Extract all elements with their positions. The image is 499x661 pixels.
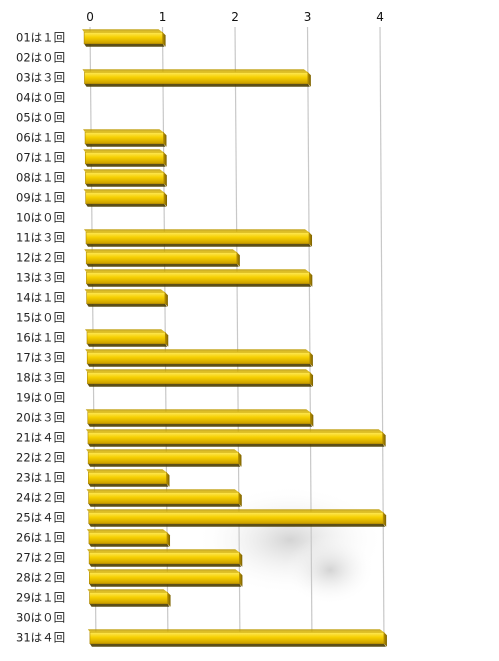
bar [85, 429, 386, 447]
category-label: 06は１回 [16, 131, 65, 145]
bars [82, 29, 387, 647]
category-label: 09は１回 [16, 191, 65, 205]
category-label: 07は１回 [16, 151, 65, 165]
bar [84, 289, 168, 307]
category-label: 28は２回 [16, 571, 65, 585]
gridline [234, 26, 241, 644]
category-label: 23は１回 [16, 471, 65, 485]
category-label: 29は１回 [16, 591, 65, 605]
bar [83, 169, 167, 187]
x-tick-label: 4 [376, 10, 384, 24]
bar [85, 409, 314, 427]
bar [85, 349, 313, 367]
category-label: 17は３回 [16, 351, 65, 365]
bar [82, 69, 311, 87]
category-label: 25は４回 [16, 511, 65, 525]
category-label: 10は０回 [16, 211, 65, 225]
category-label: 15は０回 [16, 311, 65, 325]
bar [87, 549, 243, 567]
bar [85, 369, 314, 387]
category-label: 21は４回 [16, 431, 65, 445]
category-labels: 01は１回 02は０回 03は３回 04は０回 05は０回 06は１回 07は１回 08は１回… [16, 31, 65, 645]
bar [83, 149, 167, 167]
category-label: 04は０回 [16, 91, 65, 105]
category-label: 14は１回 [16, 291, 65, 305]
bar [82, 29, 166, 47]
bar [84, 269, 313, 287]
category-label: 08は１回 [16, 171, 65, 185]
category-label: 05は０回 [16, 111, 65, 125]
category-label: 19は０回 [16, 391, 65, 405]
category-label: 26は１回 [16, 531, 65, 545]
category-label: 18は３回 [16, 371, 65, 385]
bar [83, 129, 167, 147]
bar [86, 529, 171, 547]
category-label: 31は４回 [16, 631, 65, 645]
x-tick-label: 0 [86, 10, 94, 24]
category-label: 20は３回 [16, 411, 65, 425]
category-label: 13は３回 [16, 271, 65, 285]
bar [86, 509, 387, 527]
x-tick-label: 1 [159, 10, 167, 24]
category-label: 24は２回 [16, 491, 65, 505]
category-label: 01は１回 [16, 31, 65, 45]
bar [86, 469, 170, 487]
bar [87, 569, 243, 587]
category-label: 16は１回 [16, 331, 65, 345]
bar [86, 449, 242, 467]
bar [86, 489, 242, 507]
category-label: 11は３回 [16, 231, 65, 245]
bar [87, 629, 387, 647]
category-label: 30は０回 [16, 611, 65, 625]
x-tick-label: 2 [231, 10, 239, 24]
category-label: 03は３回 [16, 71, 65, 85]
category-label: 27は２回 [16, 551, 65, 565]
x-axis-ticks: 0 1 2 3 4 [86, 10, 384, 24]
gridline [379, 26, 385, 644]
bar [84, 229, 313, 247]
bar [83, 189, 168, 207]
category-label: 22は２回 [16, 451, 65, 465]
bar [87, 589, 171, 607]
gridline [306, 26, 313, 644]
category-label: 12は２回 [16, 251, 65, 265]
bar [84, 249, 240, 267]
x-tick-label: 3 [304, 10, 312, 24]
bar [84, 329, 169, 347]
category-label: 02は０回 [16, 51, 65, 65]
